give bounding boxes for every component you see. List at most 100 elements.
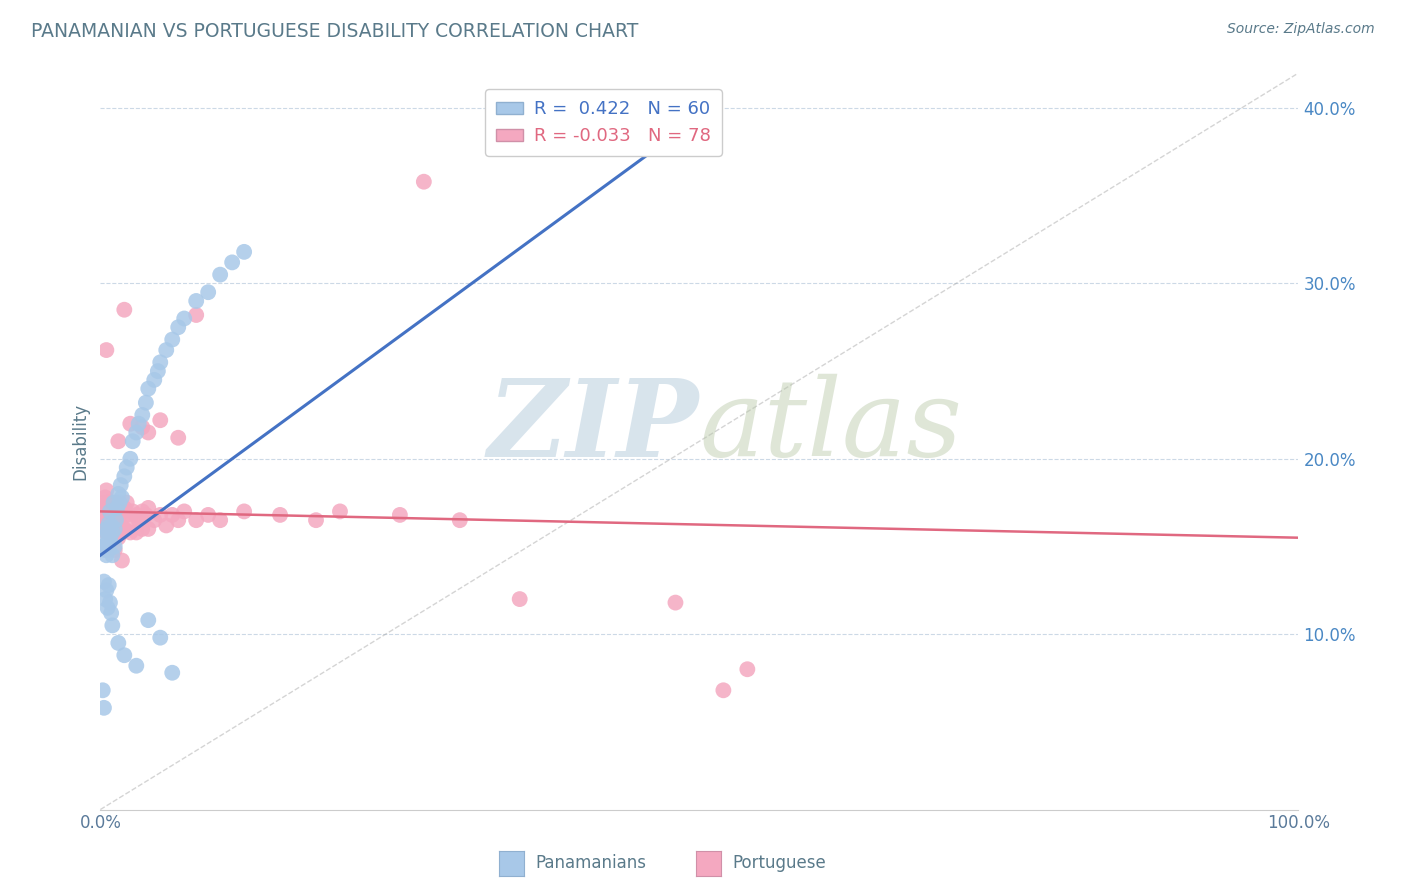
Point [173, 504, 195, 518]
Point [105, 518, 128, 533]
Point [136, 522, 159, 536]
Point [269, 508, 291, 522]
Point [136, 500, 159, 515]
Point [96, 583, 118, 598]
Point [108, 495, 131, 509]
Point [149, 508, 172, 522]
Point [120, 417, 142, 431]
Point [100, 518, 122, 533]
Point [98, 531, 121, 545]
Point [136, 382, 159, 396]
Point [94, 491, 117, 505]
Point [100, 518, 122, 533]
Point [233, 244, 256, 259]
Point [167, 320, 190, 334]
Point [91, 508, 114, 522]
Point [121, 434, 143, 449]
Point [96, 536, 118, 550]
Point [120, 513, 142, 527]
Point [98, 525, 121, 540]
Point [105, 500, 128, 515]
Legend: R =  0.422   N = 60, R = -0.033   N = 78: R = 0.422 N = 60, R = -0.033 N = 78 [485, 89, 721, 156]
Point [94, 592, 117, 607]
Point [131, 504, 153, 518]
Point [107, 531, 129, 545]
Point [111, 553, 134, 567]
Text: atlas: atlas [699, 374, 963, 479]
Point [107, 487, 129, 501]
Point [162, 665, 184, 680]
Point [149, 631, 172, 645]
Point [96, 525, 118, 540]
Point [112, 648, 135, 663]
Point [103, 504, 125, 518]
Point [131, 522, 153, 536]
Point [98, 504, 121, 518]
Point [737, 662, 759, 676]
Point [107, 504, 129, 518]
Text: ZIP: ZIP [488, 374, 699, 480]
Point [96, 525, 118, 540]
Point [97, 578, 120, 592]
Point [136, 613, 159, 627]
Point [104, 513, 127, 527]
Point [97, 543, 120, 558]
Point [120, 451, 142, 466]
Point [115, 495, 138, 509]
Point [125, 658, 148, 673]
Point [101, 618, 124, 632]
Point [101, 508, 124, 522]
Point [125, 425, 148, 440]
Text: PANAMANIAN VS PORTUGUESE DISABILITY CORRELATION CHART: PANAMANIAN VS PORTUGUESE DISABILITY CORR… [31, 22, 638, 41]
Point [197, 508, 219, 522]
Point [128, 417, 150, 431]
Point [96, 600, 118, 615]
Point [173, 311, 195, 326]
Point [162, 508, 184, 522]
Point [103, 518, 125, 533]
Point [449, 513, 471, 527]
Point [100, 606, 122, 620]
Point [305, 513, 328, 527]
Point [91, 683, 114, 698]
Point [167, 431, 190, 445]
Point [104, 525, 127, 540]
Point [104, 522, 127, 536]
Point [120, 525, 142, 540]
Point [711, 683, 734, 698]
Point [91, 495, 114, 509]
Point [112, 522, 135, 536]
Point [112, 469, 135, 483]
Point [155, 343, 177, 357]
Point [101, 525, 124, 540]
Point [93, 701, 115, 715]
Text: Panamanians: Panamanians [536, 855, 647, 872]
Point [146, 364, 169, 378]
Point [97, 516, 120, 531]
Point [104, 543, 127, 558]
Point [104, 508, 127, 522]
Point [98, 596, 121, 610]
Point [664, 596, 686, 610]
Point [101, 495, 124, 509]
Point [97, 518, 120, 533]
Y-axis label: Disability: Disability [72, 402, 89, 480]
Point [186, 293, 208, 308]
Point [135, 395, 157, 409]
Point [104, 513, 127, 527]
Point [107, 434, 129, 449]
Point [111, 491, 134, 505]
Point [100, 495, 122, 509]
Point [186, 513, 208, 527]
Point [110, 478, 132, 492]
Point [96, 548, 118, 562]
Point [412, 175, 434, 189]
Point [96, 343, 118, 357]
Point [209, 268, 232, 282]
Point [149, 355, 172, 369]
Point [115, 508, 138, 522]
Point [112, 500, 135, 515]
Point [135, 508, 157, 522]
Point [197, 285, 219, 300]
Point [104, 540, 127, 554]
